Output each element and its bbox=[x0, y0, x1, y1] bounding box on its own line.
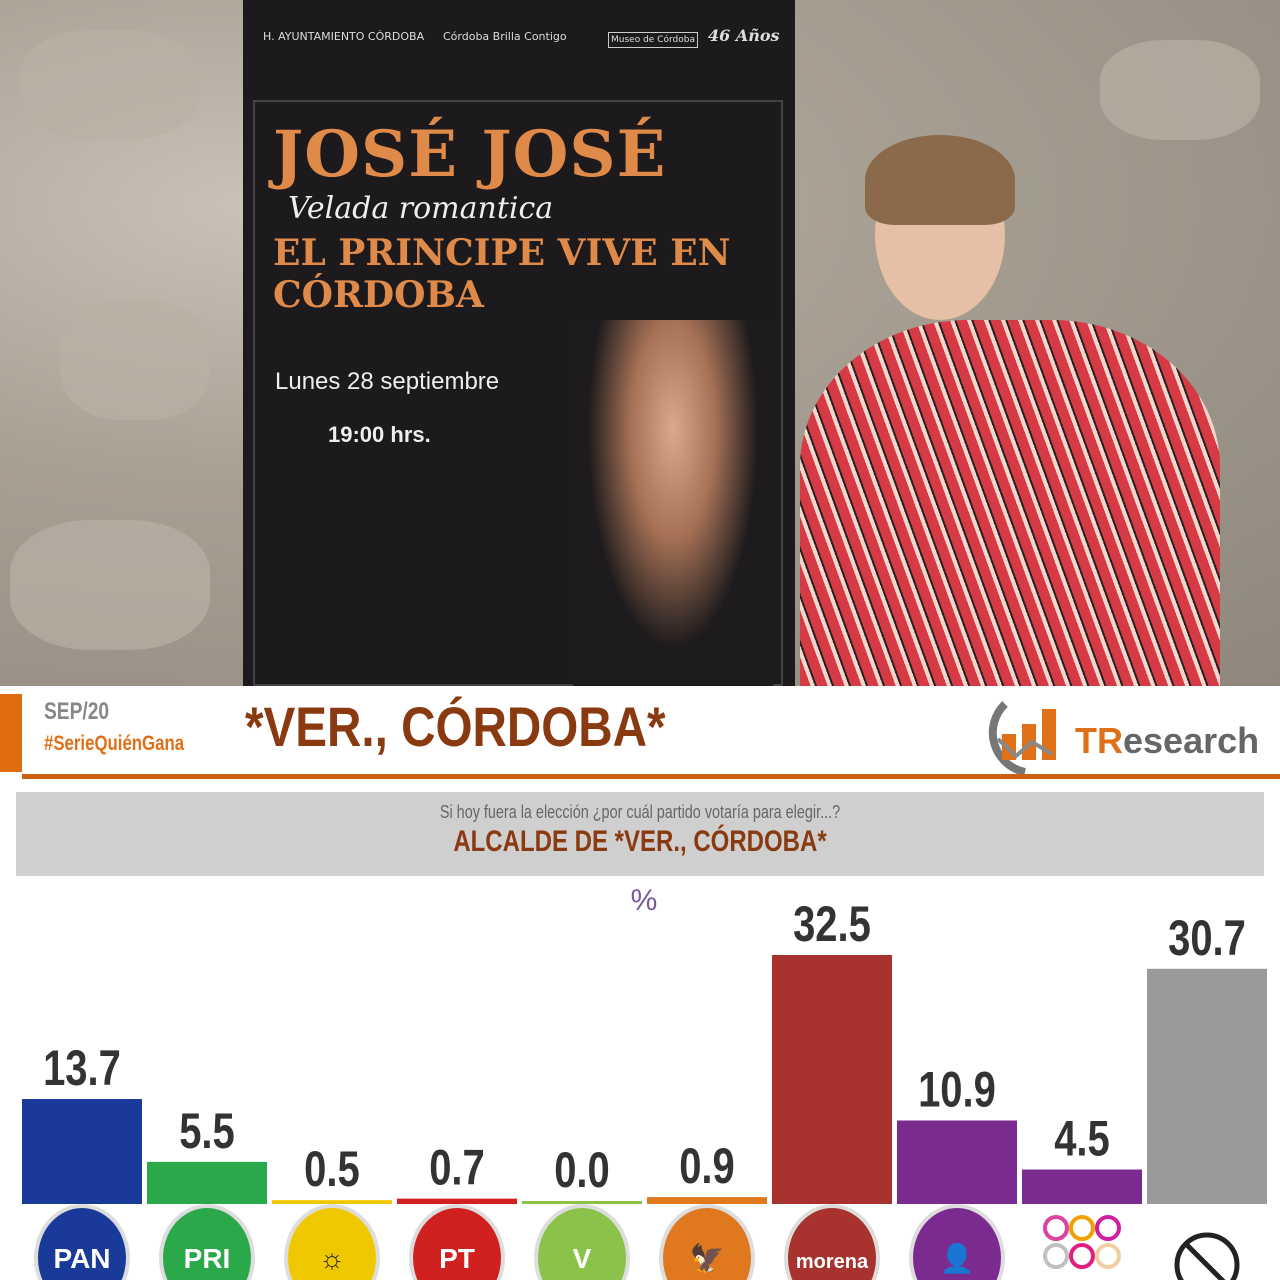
verde-logo-icon bbox=[534, 1204, 630, 1280]
morena-logo-text: morena bbox=[796, 1251, 869, 1273]
bar-pri bbox=[147, 1161, 267, 1204]
data-label-verde: 0.0 bbox=[554, 1142, 610, 1198]
candidatura-independiente-logo-icon bbox=[909, 1204, 1005, 1280]
header-title: *VER., CÓRDOBA* bbox=[245, 695, 666, 758]
header-hashtag: #SerieQuiénGana bbox=[44, 732, 185, 755]
other-party-logo-icon bbox=[1069, 1215, 1095, 1241]
person bbox=[800, 120, 1220, 686]
poster-subtitle: Velada romantica bbox=[288, 191, 554, 226]
poster-date: Lunes 28 septiembre bbox=[275, 368, 500, 395]
data-label-ninguno: 30.7 bbox=[1168, 910, 1246, 966]
photo: H. AYUNTAMIENTO CÓRDOBA Córdoba Brilla C… bbox=[0, 0, 1280, 686]
header-date: SEP/20 bbox=[44, 698, 110, 725]
pan-logo-icon bbox=[34, 1204, 130, 1280]
other-party-logo-icon bbox=[1043, 1243, 1069, 1269]
bar-otros bbox=[1022, 1169, 1142, 1204]
no-vote-slash bbox=[1183, 1241, 1226, 1280]
unit-label: % bbox=[631, 884, 658, 917]
pt-logo-text: PT bbox=[439, 1243, 475, 1274]
poster-logo-cordoba: Córdoba Brilla Contigo bbox=[443, 30, 567, 43]
no-vote-icon bbox=[1174, 1232, 1240, 1280]
candidatura-independiente-logo-text: 👤 bbox=[940, 1242, 975, 1275]
data-label-otros: 4.5 bbox=[1054, 1110, 1110, 1166]
tresearch-logo-icon bbox=[988, 701, 1056, 776]
bar-ninguno bbox=[1147, 968, 1267, 1204]
bar-prd bbox=[272, 1200, 392, 1204]
other-party-logo-icon bbox=[1069, 1243, 1095, 1269]
question-text: Si hoy fuera la elección ¿por cuál parti… bbox=[439, 802, 841, 822]
poster-headline: EL PRINCIPE VIVE EN CÓRDOBA bbox=[273, 232, 731, 316]
question-office: ALCALDE DE *VER., CÓRDOBA* bbox=[453, 825, 827, 858]
portrait bbox=[573, 320, 773, 686]
bar-candidatura-independiente bbox=[897, 1120, 1017, 1204]
bar-pt bbox=[397, 1198, 517, 1204]
other-party-logo-icon bbox=[1095, 1215, 1121, 1241]
bar-verde bbox=[522, 1201, 642, 1204]
morena-logo-icon bbox=[784, 1204, 880, 1280]
tresearch-logo-text: TResearch bbox=[1075, 720, 1260, 761]
bar-morena bbox=[772, 955, 892, 1204]
event-poster: H. AYUNTAMIENTO CÓRDOBA Córdoba Brilla C… bbox=[243, 0, 795, 686]
pan-logo-text: PAN bbox=[53, 1243, 110, 1274]
movimiento-ciudadano-logo-text: 🦅 bbox=[690, 1241, 725, 1275]
other-party-logo-icon bbox=[1095, 1243, 1121, 1269]
header: SEP/20 #SerieQuiénGana *VER., CÓRDOBA* T… bbox=[0, 686, 1280, 786]
data-label-morena: 32.5 bbox=[793, 896, 871, 952]
prd-logo-icon bbox=[284, 1204, 380, 1280]
pri-logo-text: PRI bbox=[184, 1243, 231, 1274]
data-label-pri: 5.5 bbox=[179, 1103, 235, 1159]
verde-logo-text: V bbox=[573, 1243, 592, 1274]
bar-movimiento-ciudadano bbox=[647, 1197, 767, 1204]
question-box: Si hoy fuera la elección ¿por cuál parti… bbox=[16, 792, 1264, 876]
movimiento-ciudadano-logo-icon bbox=[659, 1204, 755, 1280]
bar-pan bbox=[22, 1099, 142, 1204]
poster-title: JOSÉ JOSÉ bbox=[273, 117, 667, 192]
data-label-movimiento-ciudadano: 0.9 bbox=[679, 1138, 735, 1194]
tresearch-logo: TResearch bbox=[980, 694, 1280, 776]
data-label-pan: 13.7 bbox=[43, 1040, 121, 1096]
poster-time: 19:00 hrs. bbox=[328, 422, 431, 447]
poster-logo-museo: Museo de Córdoba bbox=[608, 32, 698, 48]
poster-logo-ayuntamiento: H. AYUNTAMIENTO CÓRDOBA bbox=[263, 30, 425, 43]
data-label-prd: 0.5 bbox=[304, 1141, 360, 1197]
poster-logo-anos: 46 Años bbox=[708, 26, 780, 45]
data-label-candidatura-independiente: 10.9 bbox=[918, 1061, 996, 1117]
data-label-pt: 0.7 bbox=[429, 1139, 485, 1195]
prd-logo-text: ☼ bbox=[319, 1243, 345, 1274]
other-party-logo-icon bbox=[1043, 1215, 1069, 1241]
pri-logo-icon bbox=[159, 1204, 255, 1280]
pt-logo-icon bbox=[409, 1204, 505, 1280]
